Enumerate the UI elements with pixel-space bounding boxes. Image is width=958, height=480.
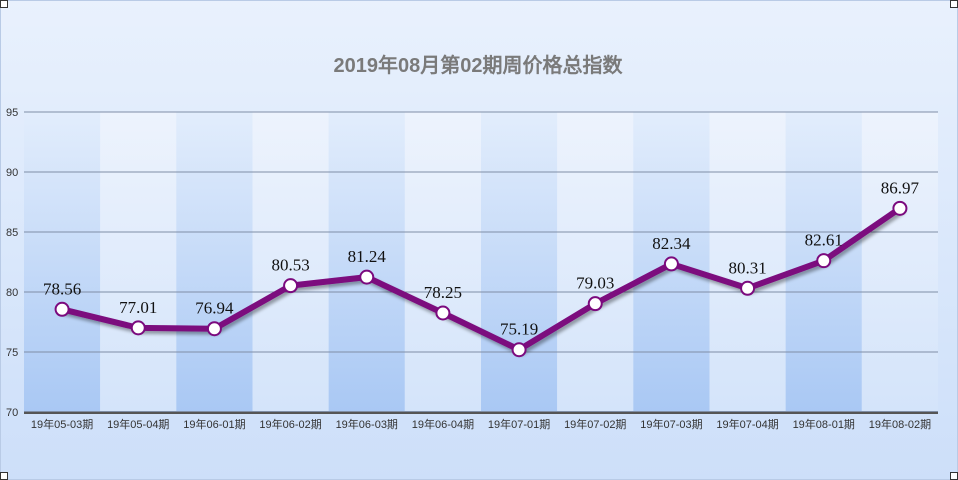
category-band xyxy=(404,112,481,412)
chart-title: 2019年08月第02期周价格总指数 xyxy=(334,53,624,77)
data-labels: 78.56 77.01 76.94 80.53 81.24 78.25 75.19 79.03… xyxy=(43,178,920,338)
data-label: 78.56 xyxy=(43,279,81,298)
gridlines xyxy=(24,111,938,414)
x-category-label: 19年05-04期 xyxy=(107,417,169,431)
x-category-label: 19年07-01期 xyxy=(488,417,550,431)
y-tick-label: 80 xyxy=(6,287,18,299)
y-axis-tick-labels: 70 75 80 85 90 95 xyxy=(6,107,18,419)
category-band xyxy=(252,112,329,412)
data-label: 82.61 xyxy=(805,231,843,250)
data-label: 79.03 xyxy=(576,274,614,293)
data-label: 75.19 xyxy=(500,320,538,339)
y-tick-label: 85 xyxy=(6,227,18,239)
data-point xyxy=(663,256,679,272)
data-point xyxy=(587,296,603,312)
data-point xyxy=(206,321,222,337)
data-point xyxy=(130,320,146,336)
x-axis-category-labels: 19年05-03期 19年05-04期 19年06-01期 19年06-02期 19年0… xyxy=(31,417,931,431)
category-band xyxy=(709,112,786,412)
x-category-label: 19年06-04期 xyxy=(412,417,474,431)
data-point xyxy=(511,342,527,358)
data-label: 76.94 xyxy=(195,299,234,318)
data-label: 77.01 xyxy=(119,298,157,317)
data-point xyxy=(816,253,832,269)
series-line xyxy=(59,205,903,353)
x-category-label: 19年07-03期 xyxy=(640,417,702,431)
category-band xyxy=(24,112,101,412)
x-category-label: 19年08-02期 xyxy=(869,417,931,431)
data-point xyxy=(54,301,70,317)
data-point xyxy=(435,305,451,321)
plot-background-bands xyxy=(24,112,938,412)
data-label: 81.24 xyxy=(348,247,387,266)
category-band xyxy=(176,112,253,412)
data-label: 78.25 xyxy=(424,283,462,302)
category-band xyxy=(557,112,634,412)
data-label: 86.97 xyxy=(881,178,920,197)
series-markers xyxy=(54,200,908,358)
data-label: 82.34 xyxy=(652,234,691,253)
y-tick-label: 95 xyxy=(6,107,18,119)
x-category-label: 19年05-03期 xyxy=(31,417,93,431)
category-band xyxy=(861,112,938,412)
data-point xyxy=(359,269,375,285)
data-point xyxy=(283,278,299,294)
category-band xyxy=(328,112,405,412)
data-label: 80.31 xyxy=(728,258,766,277)
series-polyline xyxy=(59,205,903,353)
data-label: 80.53 xyxy=(271,256,309,275)
x-category-label: 19年06-02期 xyxy=(259,417,321,431)
x-category-label: 19年06-03期 xyxy=(336,417,398,431)
selection-handle-top-left[interactable] xyxy=(0,0,8,8)
data-point xyxy=(892,200,908,216)
x-category-label: 19年06-01期 xyxy=(183,417,245,431)
category-band xyxy=(100,112,177,412)
x-category-label: 19年08-01期 xyxy=(793,417,855,431)
x-category-label: 19年07-04期 xyxy=(716,417,778,431)
y-tick-label: 70 xyxy=(6,407,18,419)
y-tick-label: 75 xyxy=(6,347,18,359)
data-point xyxy=(740,280,756,296)
category-band xyxy=(481,112,558,412)
y-tick-label: 90 xyxy=(6,167,18,179)
x-category-label: 19年07-02期 xyxy=(564,417,626,431)
